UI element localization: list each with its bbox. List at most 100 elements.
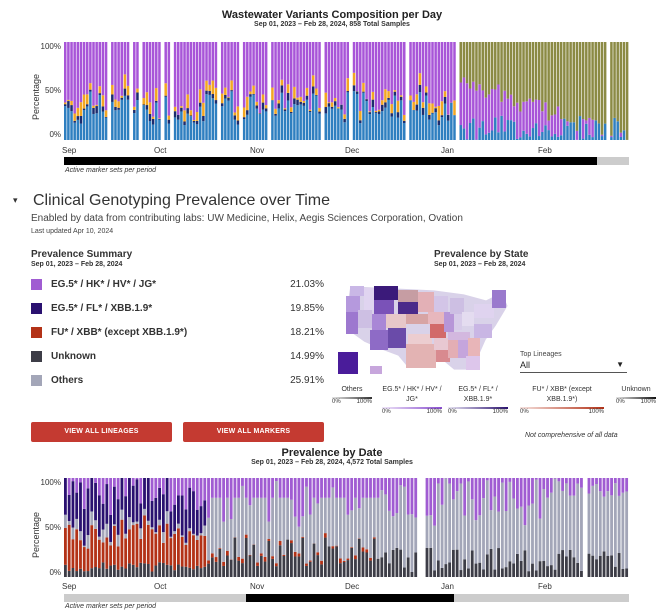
ww-marker-set-bar-active[interactable] [64, 157, 597, 165]
map-state-in[interactable] [454, 314, 462, 330]
bd-bar-segment [610, 478, 613, 496]
map-state-me[interactable] [492, 290, 506, 308]
state-legend-label: EG.5* / FL* / XBB.1.9* [458, 386, 498, 403]
ww-bar-segment [368, 42, 371, 112]
ww-bar-segment [371, 91, 375, 100]
ww-bar-segment [340, 42, 343, 105]
ww-bar-segment [293, 98, 296, 105]
map-state-wa[interactable] [350, 286, 364, 296]
map-state-tn[interactable] [448, 332, 470, 340]
map-state-id[interactable] [364, 288, 374, 310]
map-state-ne[interactable] [406, 314, 428, 324]
map-state-sd[interactable] [398, 302, 418, 314]
map-state-wi[interactable] [434, 296, 448, 312]
view-all-lineages-button[interactable]: VIEW ALL LINEAGES [31, 422, 172, 442]
top-lineages-dropdown[interactable]: All ▼ [520, 358, 627, 373]
map-state-ok[interactable] [408, 334, 432, 344]
map-state-al[interactable] [458, 340, 468, 358]
map-state-ks[interactable] [408, 324, 430, 334]
map-state-ak[interactable] [338, 352, 358, 374]
map-state-ga[interactable] [468, 338, 480, 356]
bd-bar-segment [109, 545, 113, 566]
ww-bar-segment [101, 42, 105, 96]
ww-bar-segment [252, 93, 255, 95]
ww-marker-set-bar-inactive[interactable] [597, 157, 629, 165]
ww-bar-segment [308, 109, 312, 112]
ww-bar-segment [120, 97, 124, 100]
ww-bar-segment [377, 111, 381, 115]
ww-bar-segment [537, 136, 541, 140]
bd-bar-segment [248, 478, 252, 506]
bd-bar-segment [109, 514, 113, 542]
ww-bar-segment [214, 87, 218, 101]
map-state-tx[interactable] [406, 344, 436, 368]
bd-bar-segment [101, 503, 105, 530]
state-legend-lo: 0% [520, 409, 529, 415]
collapse-caret-icon[interactable]: ▾ [13, 195, 18, 205]
wastewater-stacked-bars[interactable] [64, 42, 629, 140]
ww-bar-segment [534, 123, 538, 140]
ww-bar-segment [578, 116, 582, 140]
bd-bar-segment [124, 533, 128, 539]
ww-bar-segment [142, 104, 145, 106]
ww-bar-segment [136, 100, 139, 140]
bd-bar-segment [448, 562, 452, 577]
ww-bar-segment [399, 96, 403, 101]
bd-marker-set-bar-3[interactable] [454, 594, 629, 602]
map-state-il[interactable] [444, 312, 454, 332]
map-state-wy[interactable] [374, 300, 394, 314]
ww-bar-segment [381, 104, 384, 112]
map-state-nv[interactable] [358, 310, 372, 328]
state-legend-lo: 0% [332, 399, 341, 405]
bd-bar-segment [372, 478, 376, 498]
view-all-markers-button[interactable]: VIEW ALL MARKERS [183, 422, 324, 442]
bd-marker-set-bar-2[interactable] [246, 594, 454, 602]
map-state-ca[interactable] [346, 312, 358, 334]
bd-bar-segment [376, 478, 380, 498]
ww-bar-segment [403, 42, 406, 115]
map-state-nm[interactable] [388, 328, 406, 348]
map-state-oh[interactable] [462, 312, 474, 326]
bd-bar-segment [602, 478, 606, 497]
bd-marker-set-bar-1[interactable] [64, 594, 246, 602]
summary-row: Unknown 14.99% [31, 344, 324, 368]
map-state-nd[interactable] [398, 290, 418, 302]
map-state-fl[interactable] [466, 356, 480, 370]
map-state-ms[interactable] [448, 340, 458, 358]
map-state-va[interactable] [474, 324, 492, 338]
bd-ytick-0: 0% [49, 568, 61, 577]
map-state-ny[interactable] [474, 304, 494, 318]
bd-bar-segment [354, 555, 357, 560]
ww-bar-segment [585, 123, 588, 140]
map-state-az[interactable] [370, 330, 388, 350]
map-state-mn[interactable] [418, 292, 434, 312]
map-state-mo[interactable] [430, 324, 446, 338]
ww-bar-segment [613, 117, 616, 140]
bd-bar-segment [576, 478, 580, 484]
map-state-co[interactable] [386, 314, 406, 328]
map-state-hi[interactable] [370, 366, 382, 374]
map-state-la[interactable] [436, 350, 450, 362]
us-states-map[interactable] [336, 278, 512, 382]
bd-bar-segment [474, 520, 478, 564]
map-state-ut[interactable] [372, 314, 386, 330]
ww-bar-segment [610, 42, 613, 136]
ww-bar-segment [585, 120, 588, 124]
ww-bar-segment [478, 42, 481, 85]
bd-bar-segment [86, 488, 90, 536]
ww-bar-segment [155, 88, 158, 101]
ww-bar-segment [550, 42, 554, 116]
ww-bar-segment [167, 119, 171, 124]
bd-bar-segment [256, 562, 259, 566]
map-state-ar[interactable] [434, 338, 448, 350]
map-state-ia[interactable] [428, 312, 444, 324]
bd-bar-segment [372, 538, 376, 577]
ww-bar-segment [512, 42, 516, 107]
map-state-or[interactable] [346, 296, 360, 312]
bydate-stacked-bars[interactable] [64, 478, 629, 577]
ww-bar-segment [619, 132, 623, 137]
bd-bar-segment [395, 547, 399, 577]
map-state-mt[interactable] [374, 286, 398, 300]
map-state-mi[interactable] [450, 298, 464, 314]
bd-bar-segment [199, 506, 203, 534]
